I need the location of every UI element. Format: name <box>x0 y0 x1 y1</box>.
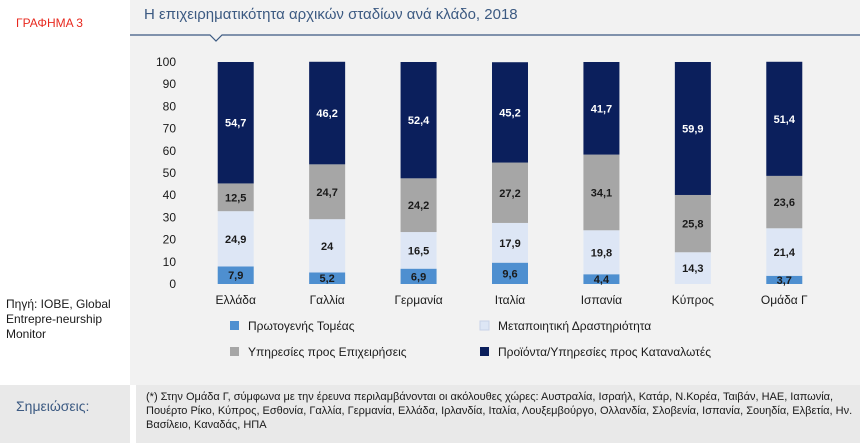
data-label: 51,4 <box>774 114 796 126</box>
bar-segment <box>766 61 803 176</box>
data-label: 59,9 <box>682 123 703 135</box>
data-label: 24 <box>321 241 334 253</box>
data-label: 24,2 <box>408 200 429 212</box>
data-label: 23,6 <box>774 197 795 209</box>
bar-segment <box>309 272 346 284</box>
bar-segment <box>309 61 346 165</box>
bar-segment <box>217 211 254 267</box>
bar-segment <box>766 228 803 276</box>
y-tick-label: 30 <box>163 210 177 224</box>
bar-segment <box>492 262 528 284</box>
data-label: 41,7 <box>591 103 612 115</box>
legend-swatch <box>480 347 489 356</box>
bar-segment <box>766 275 803 284</box>
data-label: 21,4 <box>774 247 796 259</box>
chart-title: Η επιχειρηματικότητα αρχικών σταδίων ανά… <box>144 6 518 23</box>
data-label: 9,6 <box>502 268 517 280</box>
bar-segment <box>309 219 346 273</box>
bar-segment <box>217 266 254 284</box>
x-tick-label: Γερμανία <box>394 293 442 307</box>
data-label: 34,1 <box>591 187 612 199</box>
legend-swatch <box>479 320 490 331</box>
data-label: 3,7 <box>777 275 792 287</box>
y-tick-label: 100 <box>156 55 176 69</box>
legend-label: Μεταποιητική Δραστηριότητα <box>498 319 651 333</box>
data-label: 52,4 <box>408 115 430 127</box>
data-label: 25,8 <box>682 219 703 231</box>
y-tick-label: 10 <box>163 255 177 269</box>
legend-label: Πρωτογενής Τομέας <box>248 319 355 333</box>
y-tick-label: 90 <box>163 77 177 91</box>
data-label: 24,7 <box>316 187 337 199</box>
x-tick-label: Ομάδα Γ <box>761 293 808 307</box>
bar-segment <box>492 62 528 163</box>
y-tick-label: 20 <box>163 233 177 247</box>
data-label: 17,9 <box>499 238 520 250</box>
notes-divider <box>130 385 136 443</box>
bar-segment <box>400 268 437 284</box>
data-label: 7,9 <box>228 270 243 282</box>
bar-segment <box>400 232 437 269</box>
data-label: 27,2 <box>499 188 520 200</box>
bar-segment <box>400 178 437 233</box>
legend-swatch <box>230 347 239 356</box>
data-label: 54,7 <box>225 118 246 130</box>
source-text: Πηγή: ΙΟΒΕ, Global Entrepre-neurship Mon… <box>6 297 111 341</box>
notes-bar: Σημειώσεις: (*) Στην Ομάδα Γ, σύμφωνα με… <box>0 385 860 443</box>
data-label: 45,2 <box>499 107 520 119</box>
notes-label: Σημειώσεις: <box>16 398 90 414</box>
bar-segment <box>492 222 528 263</box>
stacked-bar-chart: 0 10 20 30 40 50 60 70 80 90 100 7,9 24,9 12,5 54,7 Ελλ… <box>156 55 808 359</box>
x-tick-label: Κύπρος <box>672 293 714 307</box>
bar-segment <box>583 62 620 155</box>
bar-segment <box>766 175 803 229</box>
bar-segment <box>674 194 711 253</box>
data-label: 24,9 <box>225 234 246 246</box>
left-panel: ΓΡΑΦΗΜΑ 3 Πηγή: ΙΟΒΕ, Global Entrepre-ne… <box>0 0 130 385</box>
data-label: 16,5 <box>408 245 429 257</box>
data-label: 6,9 <box>411 271 426 283</box>
x-tick-label: Ισπανία <box>581 293 622 307</box>
y-tick-label: 70 <box>163 122 177 136</box>
y-tick-label: 0 <box>169 277 176 291</box>
bar-segment <box>217 183 254 212</box>
chart-panel: Η επιχειρηματικότητα αρχικών σταδίων ανά… <box>130 0 860 385</box>
y-tick-label: 50 <box>163 166 177 180</box>
data-label: 14,3 <box>682 263 703 275</box>
legend-label: Προϊόντα/Υπηρεσίες προς Καταναλωτές <box>498 345 711 359</box>
notes-text: (*) Στην Ομάδα Γ, σύμφωνα με την έρευνα … <box>146 391 853 431</box>
y-tick-label: 80 <box>163 99 177 113</box>
bar-segment <box>674 62 711 195</box>
legend-swatch <box>230 321 239 330</box>
bar-segment <box>309 164 346 220</box>
data-label: 46,2 <box>316 108 337 120</box>
data-label: 19,8 <box>591 247 612 259</box>
data-label: 12,5 <box>225 192 246 204</box>
data-label: 5,2 <box>319 273 334 285</box>
x-tick-label: Γαλλία <box>310 293 345 307</box>
x-tick-label: Ιταλία <box>495 293 526 307</box>
legend-label: Υπηρεσίες προς Επιχειρήσεις <box>248 345 407 359</box>
data-label: 4,4 <box>594 274 610 286</box>
y-tick-label: 60 <box>163 144 177 158</box>
bar-segment <box>674 252 711 284</box>
x-tick-label: Ελλάδα <box>216 293 256 307</box>
bar-segment <box>583 154 620 231</box>
bar-segment <box>583 230 620 275</box>
y-tick-label: 40 <box>163 188 177 202</box>
bar-segment <box>492 162 528 223</box>
bar-segment <box>583 274 620 284</box>
bar-segment <box>400 62 437 179</box>
figure-label: ΓΡΑΦΗΜΑ 3 <box>16 16 83 30</box>
bar-segment <box>217 62 254 184</box>
